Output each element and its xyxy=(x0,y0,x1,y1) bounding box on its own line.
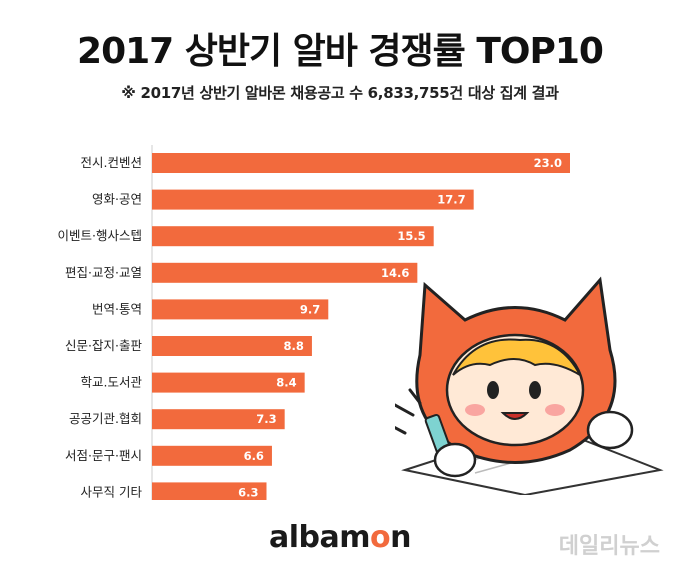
chart-subtitle: ※ 2017년 상반기 알바몬 채용공고 수 6,833,755건 대상 집계 … xyxy=(121,84,559,102)
bar xyxy=(152,189,474,210)
bar xyxy=(152,153,570,173)
value-label: 9.7 xyxy=(300,302,320,316)
category-label: 사무직 기타 xyxy=(81,484,143,499)
category-label: 공공기관.협회 xyxy=(69,411,142,426)
value-label: 8.4 xyxy=(276,376,296,390)
category-label: 편집·교정·교열 xyxy=(65,265,142,280)
category-label: 전시.컨벤션 xyxy=(81,155,142,170)
category-label: 이벤트·행사스텝 xyxy=(58,228,142,243)
value-label: 6.6 xyxy=(244,449,264,463)
bar xyxy=(152,445,272,466)
category-label: 번역·통역 xyxy=(92,301,142,316)
category-label: 서점·문구·팬시 xyxy=(65,448,142,463)
albamon-logo: albamon xyxy=(269,520,411,555)
value-label: 6.3 xyxy=(238,485,258,499)
bar xyxy=(152,482,267,500)
mascot-head xyxy=(415,276,617,464)
category-label: 신문·잡지·출판 xyxy=(65,338,142,353)
chart-title: 2017 상반기 알바 경쟁률 TOP10 xyxy=(77,31,604,72)
value-label: 15.5 xyxy=(397,229,425,243)
bar xyxy=(152,262,418,283)
value-label: 17.7 xyxy=(437,193,465,207)
bar xyxy=(152,409,285,430)
mascot-illustration xyxy=(395,276,664,495)
bar xyxy=(152,372,305,393)
watermark: 데일리뉴스 xyxy=(558,534,660,559)
bar xyxy=(152,226,434,247)
value-label: 7.3 xyxy=(256,412,276,426)
pencil-hand xyxy=(424,413,477,478)
bar xyxy=(152,299,329,320)
right-hand xyxy=(586,410,634,450)
bar-chart: 전시.컨벤션 23.0 영화·공연 17.7 이벤트·행사스텝 15.5 편집·교정·교열 1… xyxy=(58,145,570,500)
bar xyxy=(152,336,312,356)
value-label: 8.8 xyxy=(284,339,304,353)
category-label: 학교.도서관 xyxy=(81,375,143,390)
value-label: 23.0 xyxy=(534,156,562,170)
sparkle-lines xyxy=(395,388,422,435)
value-label: 14.6 xyxy=(381,266,409,280)
category-label: 영화·공연 xyxy=(92,192,142,207)
